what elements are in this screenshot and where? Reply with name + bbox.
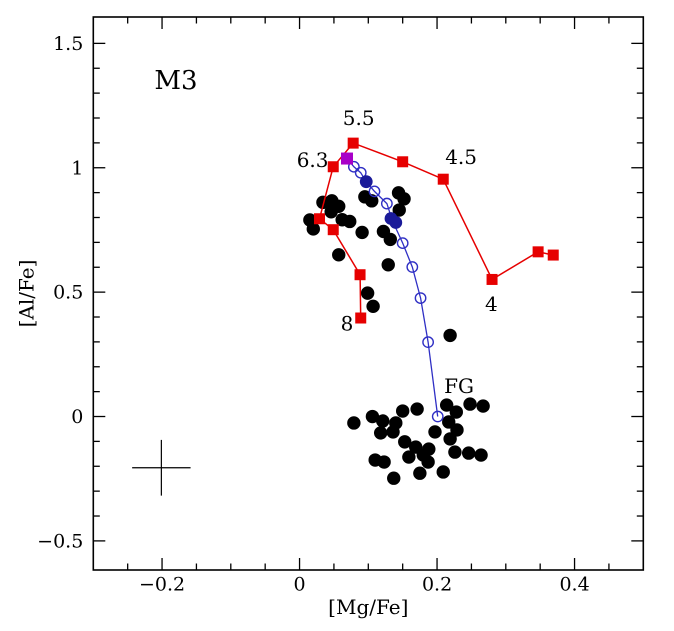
dilution-highlight-points <box>359 175 403 229</box>
chart-canvas: −0.2 0 0.2 0.4 −0.5 0 0.5 1 1.5 5.5 6.3 4.5 4 8 <box>37 16 645 596</box>
data-point <box>449 405 463 419</box>
first-generation-stars <box>347 397 490 485</box>
cluster-label: M3 <box>154 66 197 96</box>
data-point-square <box>486 273 498 285</box>
data-point <box>448 445 462 459</box>
data-point-square <box>313 213 325 225</box>
data-point-square <box>547 249 559 261</box>
mass-label-4-5: 4.5 <box>445 145 477 169</box>
data-point-square <box>532 246 544 258</box>
y-tick-label: 1.5 <box>53 33 83 55</box>
data-point <box>373 426 388 440</box>
data-point-square <box>340 152 353 165</box>
second-generation-stars <box>303 186 457 343</box>
data-point <box>422 442 436 456</box>
data-point <box>443 432 457 446</box>
data-point-square <box>437 173 449 185</box>
dilution-curve-line-line <box>346 158 439 417</box>
x-axis-label: [Mg/Fe] <box>328 595 408 619</box>
data-point <box>376 414 390 428</box>
data-point-square <box>355 312 367 324</box>
dilution-curve-line <box>346 158 439 417</box>
x-tick-label: −0.2 <box>139 574 185 596</box>
data-point-square <box>397 156 409 168</box>
data-point <box>397 192 411 206</box>
data-point <box>306 222 320 236</box>
fg-label: FG <box>444 374 474 398</box>
data-point <box>355 225 369 240</box>
data-point <box>324 205 338 219</box>
data-point <box>436 465 450 479</box>
data-point <box>402 450 416 464</box>
data-point <box>442 415 456 429</box>
data-point <box>343 214 357 229</box>
data-point <box>463 397 477 411</box>
error-cross <box>132 439 191 496</box>
data-point-square <box>327 161 339 173</box>
data-point-open <box>414 292 427 305</box>
data-point-open <box>396 237 409 250</box>
dilution-mixture-steps <box>347 160 444 423</box>
y-tick-label: 0 <box>71 406 83 428</box>
data-point <box>377 455 391 469</box>
y-tick-label: 0.5 <box>53 282 83 304</box>
axis-ticks <box>93 17 644 570</box>
data-point <box>386 425 400 439</box>
mass-label-5-5: 5.5 <box>343 106 375 130</box>
data-point <box>365 194 379 208</box>
data-point <box>383 232 397 247</box>
data-point <box>366 299 380 314</box>
y-axis-label: [Al/Fe] <box>15 260 39 328</box>
x-tick-label: 0 <box>294 574 306 596</box>
data-point-square <box>347 137 359 149</box>
mass-label-4: 4 <box>485 292 498 316</box>
data-point <box>398 435 412 449</box>
data-point <box>387 471 401 485</box>
data-point <box>413 466 427 480</box>
extreme-composition-marker <box>340 152 353 165</box>
data-point-open <box>431 410 444 423</box>
data-point-square <box>327 224 339 236</box>
data-point <box>439 398 454 412</box>
data-point <box>421 455 435 469</box>
data-point-open <box>368 185 381 198</box>
x-tick-label: 0.4 <box>559 574 589 596</box>
data-point <box>395 404 410 418</box>
data-point <box>410 402 424 416</box>
mass-label-6-3: 6.3 <box>297 148 329 172</box>
data-point <box>476 399 490 413</box>
data-point-open <box>347 160 360 173</box>
tick-labels: −0.2 0 0.2 0.4 −0.5 0 0.5 1 1.5 <box>37 33 589 596</box>
data-point <box>428 425 442 439</box>
data-point <box>474 448 488 462</box>
data-point-open <box>422 336 435 349</box>
data-point <box>365 409 380 424</box>
data-point <box>360 286 375 300</box>
agb-yield-track <box>313 137 559 324</box>
data-point <box>392 203 406 217</box>
data-point-square <box>354 269 366 281</box>
data-point <box>381 258 395 272</box>
mass-label-8: 8 <box>341 312 354 336</box>
data-point <box>389 216 403 229</box>
data-point <box>461 446 476 460</box>
data-point-open <box>380 197 393 210</box>
x-tick-label: 0.2 <box>422 574 452 596</box>
y-tick-label: 1 <box>71 157 83 179</box>
agb-yield-track-line <box>318 142 554 319</box>
data-point-open <box>354 166 367 179</box>
data-point <box>443 328 457 343</box>
data-point <box>347 416 361 430</box>
y-tick-label: −0.5 <box>37 530 83 552</box>
data-point-open <box>406 261 419 273</box>
data-point <box>332 248 346 262</box>
data-point <box>359 175 373 189</box>
